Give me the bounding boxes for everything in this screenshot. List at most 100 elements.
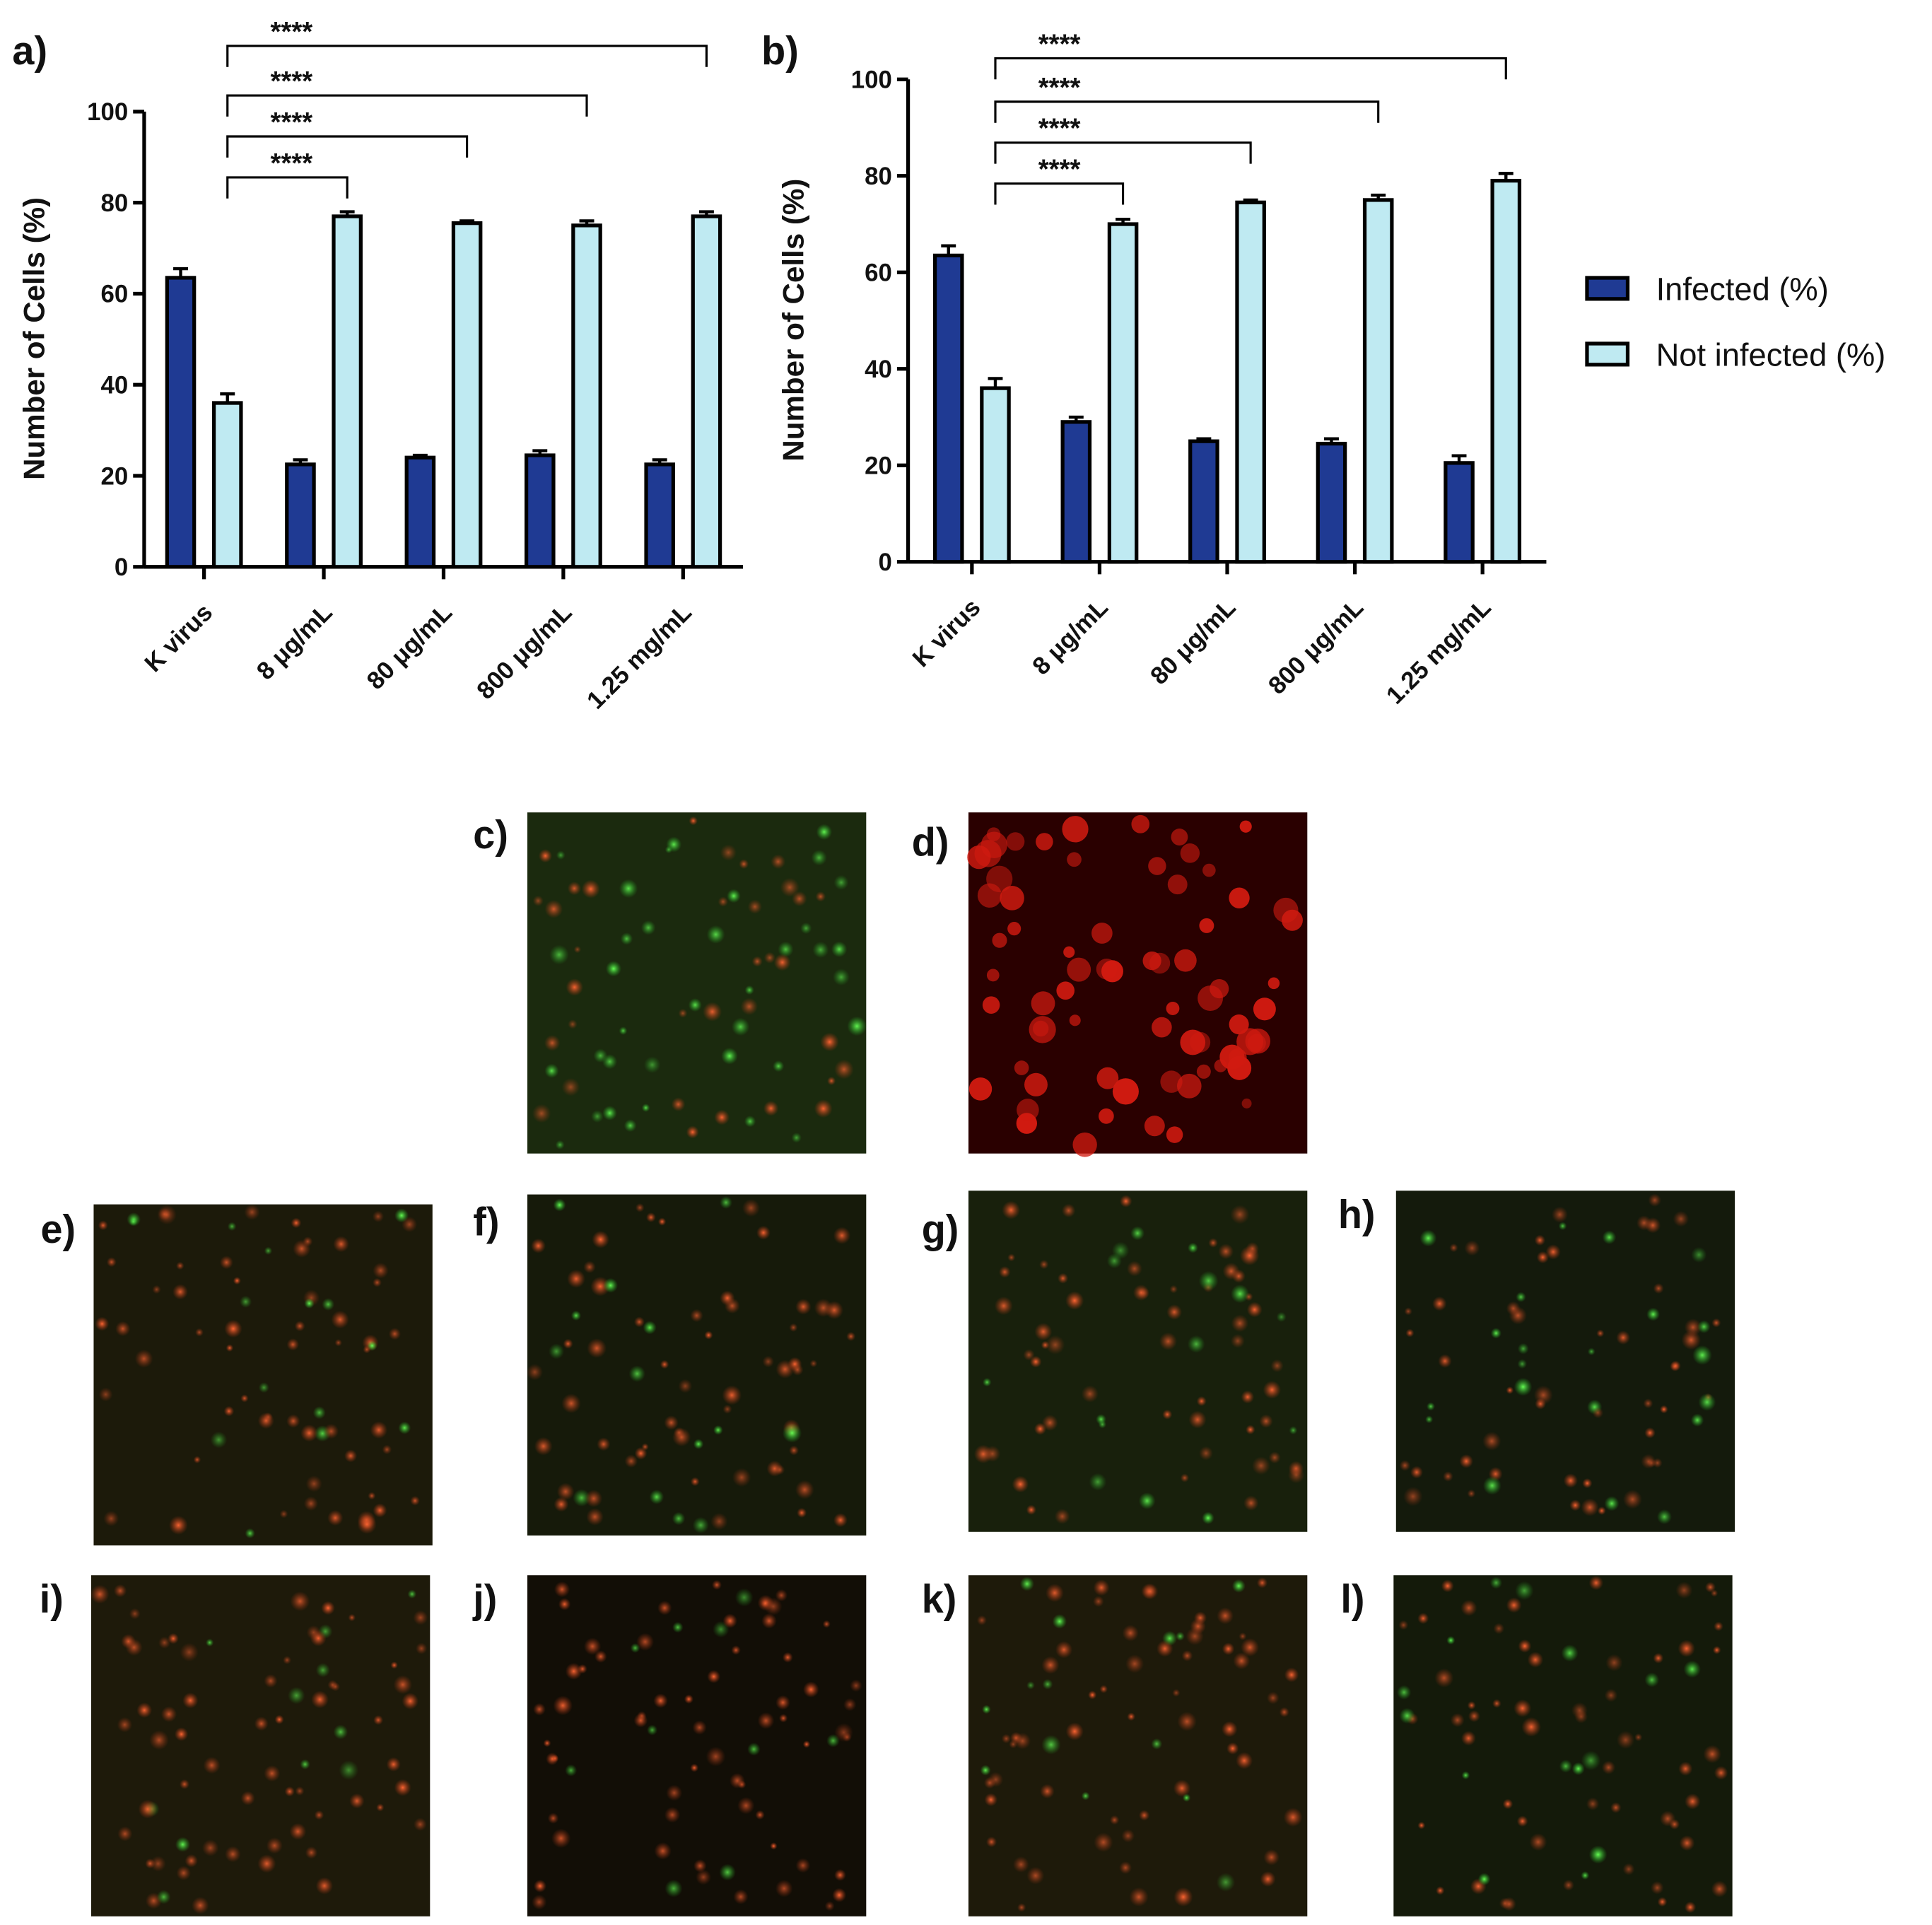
cell bbox=[1529, 1833, 1547, 1851]
bar bbox=[332, 214, 363, 569]
cell bbox=[988, 1772, 1004, 1788]
cell bbox=[1396, 1685, 1412, 1700]
cell bbox=[1279, 1707, 1289, 1718]
cell bbox=[1241, 1638, 1260, 1657]
bar bbox=[524, 453, 556, 569]
cell bbox=[526, 1364, 544, 1381]
cell bbox=[678, 1379, 693, 1393]
cell bbox=[756, 1225, 771, 1240]
cell bbox=[117, 1826, 133, 1842]
cell bbox=[1432, 1296, 1447, 1311]
cell bbox=[1714, 1765, 1728, 1780]
cell bbox=[553, 1198, 566, 1212]
cell bbox=[1563, 1473, 1579, 1488]
cell bbox=[809, 1359, 818, 1368]
legend-swatch bbox=[1585, 276, 1630, 301]
cell bbox=[761, 1613, 777, 1629]
cell bbox=[1002, 1200, 1021, 1219]
cell bbox=[1282, 909, 1303, 931]
cell bbox=[1692, 1345, 1712, 1365]
cell bbox=[532, 895, 544, 906]
error-bar bbox=[698, 210, 714, 217]
cell bbox=[636, 1632, 655, 1651]
cell bbox=[168, 1632, 179, 1644]
cell bbox=[1009, 1740, 1018, 1749]
bar bbox=[451, 221, 483, 569]
cell bbox=[720, 844, 737, 861]
cell bbox=[1669, 1362, 1680, 1371]
cell bbox=[1527, 1651, 1544, 1668]
cell bbox=[293, 1239, 311, 1258]
bar bbox=[644, 462, 675, 569]
legend-swatch bbox=[1585, 341, 1630, 367]
cell bbox=[225, 1846, 241, 1863]
cell bbox=[182, 1692, 199, 1709]
cell bbox=[1289, 1426, 1298, 1435]
y-tick-label: 0 bbox=[879, 549, 892, 576]
y-tick-label: 60 bbox=[865, 259, 892, 286]
cell bbox=[690, 1763, 699, 1772]
cell bbox=[586, 1508, 604, 1526]
cell bbox=[570, 1310, 582, 1321]
cell bbox=[538, 848, 553, 863]
cell bbox=[1091, 923, 1113, 944]
cell bbox=[1024, 1072, 1048, 1096]
x-tick-label: K virus bbox=[907, 593, 985, 672]
bar bbox=[691, 214, 722, 569]
cell bbox=[1581, 1750, 1601, 1771]
cell bbox=[1436, 1886, 1445, 1895]
cell bbox=[1287, 1466, 1305, 1484]
cell bbox=[1054, 1509, 1070, 1524]
cell bbox=[1239, 1632, 1247, 1641]
cell bbox=[842, 1732, 852, 1742]
cell bbox=[1243, 1495, 1259, 1511]
cell bbox=[1222, 1262, 1240, 1280]
cell bbox=[544, 899, 563, 918]
cell bbox=[300, 1424, 318, 1442]
cell bbox=[1604, 1496, 1620, 1511]
cell bbox=[1157, 1640, 1173, 1657]
cell bbox=[300, 1759, 310, 1769]
cell bbox=[1160, 1070, 1183, 1093]
cell bbox=[1222, 1721, 1238, 1738]
cell bbox=[720, 1290, 735, 1306]
cell bbox=[531, 1238, 546, 1253]
cell bbox=[1231, 1285, 1250, 1304]
bar bbox=[1362, 198, 1394, 564]
micrograph bbox=[527, 1575, 867, 1917]
significance-label: **** bbox=[1038, 155, 1081, 185]
cell bbox=[1099, 1108, 1114, 1124]
cell bbox=[331, 1682, 341, 1692]
cell bbox=[791, 1364, 804, 1376]
cell bbox=[1036, 833, 1053, 850]
cell bbox=[1610, 1802, 1622, 1813]
cell bbox=[554, 1581, 570, 1598]
cell bbox=[628, 1365, 645, 1382]
cell bbox=[363, 1345, 371, 1354]
cell bbox=[1180, 843, 1200, 863]
cell bbox=[129, 1217, 138, 1227]
cell bbox=[824, 1901, 835, 1912]
cell bbox=[585, 1490, 603, 1508]
cell bbox=[1129, 1887, 1149, 1907]
cell bbox=[1188, 1410, 1207, 1429]
cell bbox=[664, 1415, 679, 1430]
cell bbox=[290, 1591, 310, 1612]
significance-label: **** bbox=[271, 148, 313, 179]
cell bbox=[556, 850, 566, 860]
cell bbox=[544, 1063, 559, 1078]
cell bbox=[1119, 1195, 1132, 1207]
cell bbox=[322, 1298, 335, 1311]
cell bbox=[1046, 1335, 1065, 1354]
cell bbox=[226, 1344, 234, 1352]
cell bbox=[1017, 1903, 1026, 1912]
panel-label: e) bbox=[41, 1207, 76, 1251]
cell bbox=[573, 945, 582, 954]
cell bbox=[1605, 1654, 1623, 1672]
x-tick-label: 8 μg/mL bbox=[252, 598, 338, 685]
cell bbox=[1132, 1285, 1149, 1301]
cell bbox=[1017, 1099, 1039, 1121]
cell bbox=[1121, 1829, 1135, 1843]
cell bbox=[620, 932, 633, 945]
